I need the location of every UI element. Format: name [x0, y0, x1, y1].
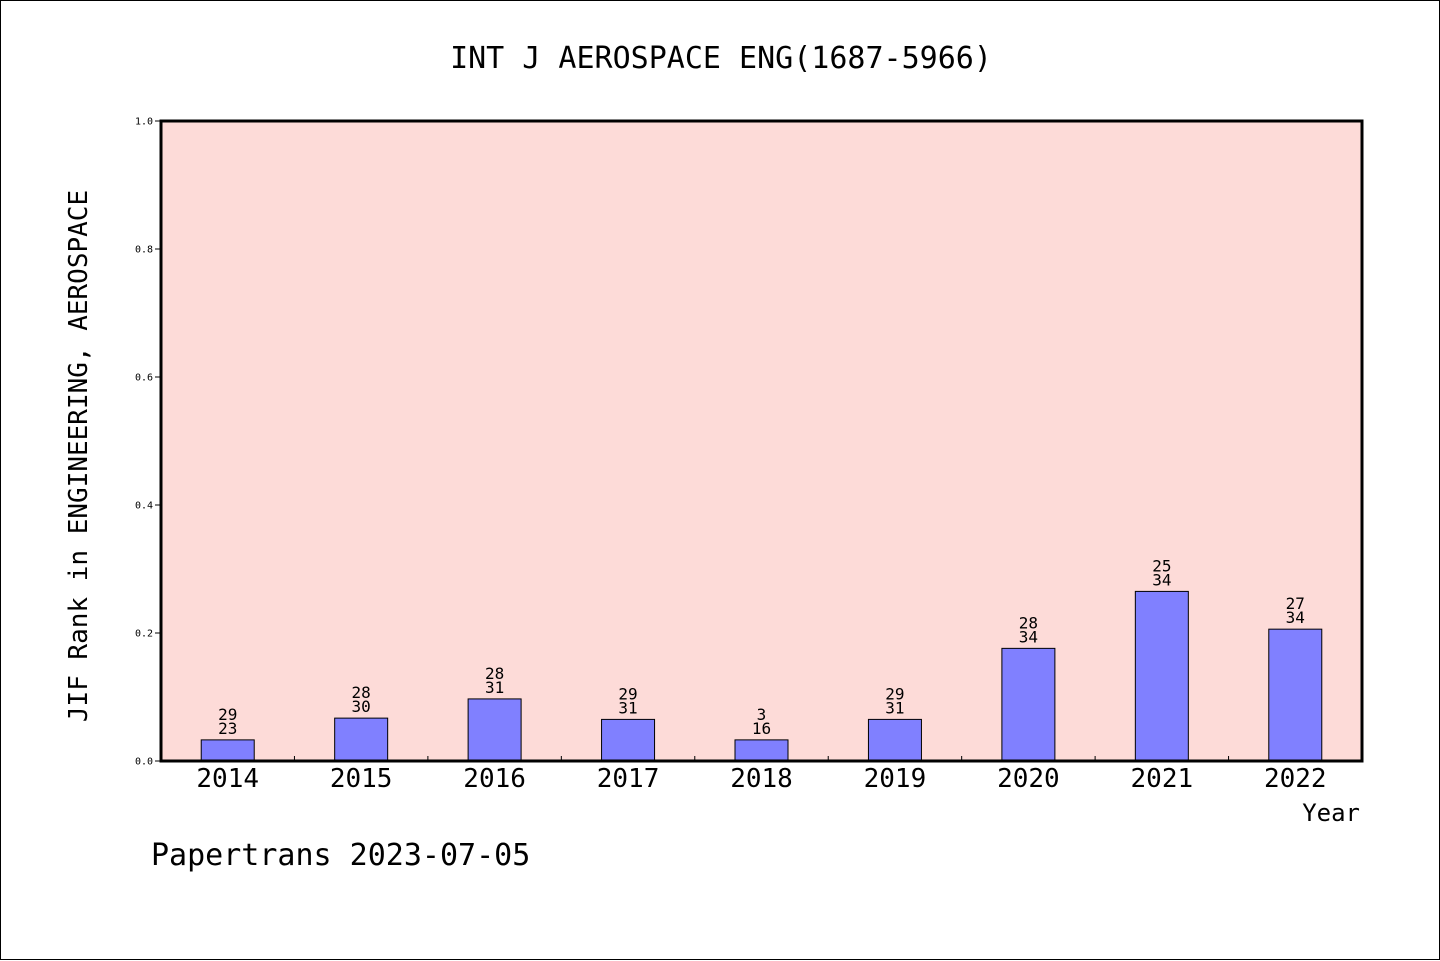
x-tick-label-2020: 2020: [997, 764, 1060, 794]
x-tick-label-2014: 2014: [196, 764, 259, 794]
y-tick-label: 0.4: [135, 501, 153, 512]
data-label-top-2018: 3: [757, 705, 767, 724]
x-tick-label-2018: 2018: [730, 764, 793, 794]
bar-2017: [601, 718, 656, 762]
bar-2018: [734, 739, 789, 762]
data-label-bottom-2021: 34: [1152, 570, 1171, 589]
bar-2022: [1268, 628, 1323, 762]
bar-2021: [1134, 590, 1189, 762]
data-label-top-2017: 29: [618, 684, 637, 703]
x-tick-label-2019: 2019: [864, 764, 927, 794]
x-tick-label-2016: 2016: [463, 764, 526, 794]
data-label-top-2022: 27: [1286, 594, 1305, 613]
data-label-bottom-2014: 23: [218, 719, 237, 738]
y-tick-label: 1.0: [135, 117, 153, 128]
footer-credit: Papertrans 2023-07-05: [151, 838, 530, 873]
data-label-bottom-2019: 31: [885, 698, 904, 717]
data-label-bottom-2017: 31: [618, 698, 637, 717]
data-label-top-2019: 29: [885, 684, 904, 703]
bar-2019: [867, 718, 922, 762]
x-tick-label-2021: 2021: [1131, 764, 1194, 794]
data-label-bottom-2015: 30: [352, 697, 371, 716]
bar-2020: [1001, 647, 1056, 762]
bar-2016: [467, 698, 522, 762]
x-tick-label-2022: 2022: [1264, 764, 1327, 794]
y-axis-label: JIF Rank in ENGINEERING, AEROSPACE: [64, 190, 94, 722]
data-label-bottom-2016: 31: [485, 678, 504, 697]
bar-2014: [200, 739, 255, 762]
bars-group: [200, 590, 1323, 762]
data-label-top-2020: 28: [1019, 613, 1038, 632]
y-tick-label: 0.0: [135, 757, 153, 768]
x-tick-label-2015: 2015: [330, 764, 393, 794]
y-tick-label: 0.8: [135, 245, 153, 256]
data-label-bottom-2020: 34: [1019, 627, 1038, 646]
x-tick-label-2017: 2017: [597, 764, 660, 794]
x-axis-label: Year: [1302, 799, 1360, 827]
y-tick-label: 0.6: [135, 373, 153, 384]
plot-border: [159, 119, 1364, 763]
data-label-top-2021: 25: [1152, 556, 1171, 575]
y-tick-label: 0.2: [135, 629, 153, 640]
y-axis: 0.0 0.2 0.4 0.6 0.8 1.0: [135, 117, 161, 768]
data-label-top-2015: 28: [352, 683, 371, 702]
data-label-top-2016: 28: [485, 664, 504, 683]
data-label-bottom-2022: 34: [1286, 608, 1305, 627]
data-label-bottom-2018: 16: [752, 719, 771, 738]
chart-title: INT J AEROSPACE ENG(1687-5966): [450, 41, 992, 76]
x-axis: 2014 2015 2016 2017 2018 2019 2020 2021 2022: [196, 756, 1327, 794]
bar-2015: [334, 717, 389, 762]
data-label-top-2014: 29: [218, 705, 237, 724]
